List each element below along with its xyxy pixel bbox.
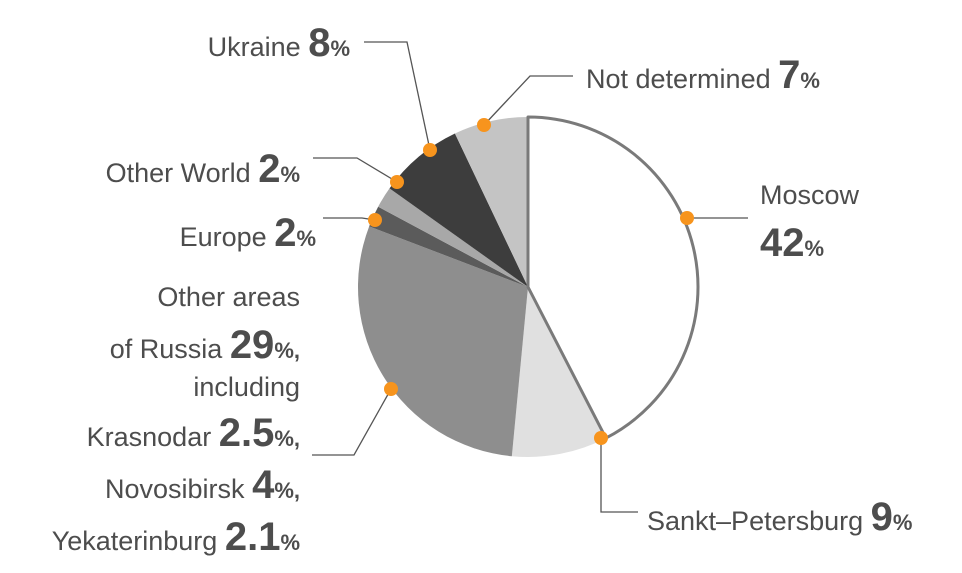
label-russia-line2: of Russia 29%, bbox=[110, 323, 300, 367]
label-novosibirsk: Novosibirsk 4%, bbox=[105, 463, 300, 507]
label-moscow-name: Moscow bbox=[760, 180, 860, 210]
leader-europe bbox=[323, 217, 376, 221]
label-other-world-unit: % bbox=[280, 162, 300, 187]
label-moscow-unit: % bbox=[805, 236, 825, 261]
label-russia-value: 29 bbox=[230, 323, 275, 367]
slice-outline-moscow bbox=[526, 115, 700, 440]
leader-sankt-petersburg bbox=[600, 438, 638, 513]
label-yekaterinburg: Yekaterinburg 2.1% bbox=[52, 515, 300, 559]
marker-not-determined bbox=[477, 118, 491, 132]
slice-not-determined bbox=[454, 116, 528, 287]
label-sankt-petersburg-value: 9 bbox=[871, 495, 893, 539]
label-krasnodar-unit: %, bbox=[274, 426, 300, 451]
marker-europe bbox=[368, 213, 382, 227]
slice-europe bbox=[369, 206, 528, 287]
leader-russia bbox=[312, 388, 392, 456]
label-europe-name: Europe bbox=[180, 222, 275, 252]
marker-moscow bbox=[680, 211, 694, 225]
label-krasnodar-name: Krasnodar bbox=[87, 422, 219, 452]
pie-slices bbox=[357, 115, 700, 457]
label-novosibirsk-unit: %, bbox=[274, 478, 300, 503]
label-novosibirsk-name: Novosibirsk bbox=[105, 474, 252, 504]
leader-other-world bbox=[313, 157, 398, 183]
slice-other-areas-of-russia bbox=[357, 226, 528, 457]
leader-ukraine bbox=[364, 41, 431, 151]
label-europe-unit: % bbox=[296, 226, 316, 251]
label-ukraine: Ukraine 8% bbox=[208, 21, 350, 65]
label-novosibirsk-value: 4 bbox=[252, 463, 275, 507]
slice-ukraine bbox=[389, 133, 528, 287]
leader-not-determined bbox=[483, 75, 573, 126]
slice-other-world bbox=[378, 188, 528, 287]
label-other-world-value: 2 bbox=[258, 147, 280, 191]
label-russia-unit: %, bbox=[274, 338, 300, 363]
leader-lines bbox=[312, 41, 748, 513]
label-sankt-petersburg-name: Sankt–Petersburg bbox=[647, 506, 871, 536]
label-sankt-petersburg: Sankt–Petersburg 9% bbox=[647, 495, 912, 539]
label-russia-line3: including bbox=[193, 372, 300, 402]
label-ukraine-unit: % bbox=[330, 36, 350, 61]
label-not-determined-value: 7 bbox=[778, 53, 800, 97]
label-krasnodar-value: 2.5 bbox=[219, 411, 275, 455]
label-yekaterinburg-name: Yekaterinburg bbox=[52, 526, 225, 556]
label-yekaterinburg-value: 2.1 bbox=[225, 515, 281, 559]
label-moscow-value: 42 bbox=[760, 221, 805, 265]
slice-markers bbox=[368, 118, 694, 445]
label-krasnodar: Krasnodar 2.5%, bbox=[87, 411, 300, 455]
label-ukraine-value: 8 bbox=[308, 21, 330, 65]
slice-moscow bbox=[528, 117, 698, 439]
label-russia-name: of Russia bbox=[110, 334, 230, 364]
marker-other-world bbox=[390, 175, 404, 189]
label-yekaterinburg-unit: % bbox=[280, 530, 300, 555]
label-europe-value: 2 bbox=[274, 211, 296, 255]
label-other-world: Other World 2% bbox=[106, 147, 300, 191]
marker-ukraine bbox=[423, 143, 437, 157]
label-other-world-name: Other World bbox=[106, 158, 259, 188]
label-not-determined-name: Not determined bbox=[586, 64, 778, 94]
label-not-determined: Not determined 7% bbox=[586, 53, 820, 97]
label-sankt-petersburg-unit: % bbox=[893, 510, 913, 535]
label-moscow: 42% bbox=[760, 221, 824, 265]
label-ukraine-name: Ukraine bbox=[208, 32, 309, 62]
label-not-determined-unit: % bbox=[800, 68, 820, 93]
marker-other-areas-of-russia bbox=[384, 382, 398, 396]
label-russia-line1: Other areas bbox=[157, 282, 300, 312]
marker-sankt-petersburg bbox=[594, 431, 608, 445]
slice-sankt-petersburg bbox=[511, 287, 606, 457]
label-europe: Europe 2% bbox=[180, 211, 316, 255]
